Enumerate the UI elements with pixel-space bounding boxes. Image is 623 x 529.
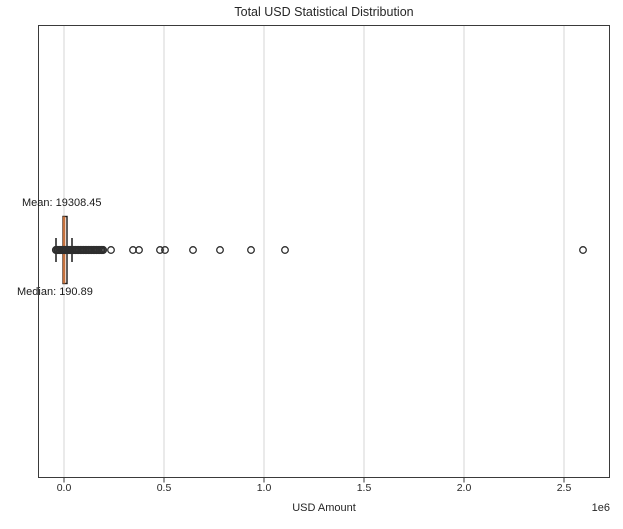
x-tick-labels: 0.0 0.5 1.0 1.5 2.0 2.5 bbox=[0, 482, 623, 496]
outlier-circle bbox=[579, 246, 587, 254]
outlier-circle bbox=[107, 246, 115, 254]
outlier-circle bbox=[247, 246, 255, 254]
plot-canvas bbox=[38, 25, 610, 483]
outlier-circle bbox=[156, 246, 164, 254]
x-tick-label: 2.0 bbox=[456, 482, 472, 494]
outlier-circle bbox=[281, 246, 289, 254]
outlier-circle bbox=[216, 246, 224, 254]
x-axis-label: USD Amount bbox=[292, 502, 356, 514]
outlier-circle bbox=[189, 246, 197, 254]
outlier-circle bbox=[161, 246, 169, 254]
x-tick-label: 1.0 bbox=[256, 482, 272, 494]
x-axis-offset-text: 1e6 bbox=[591, 502, 610, 514]
outlier-circle bbox=[98, 245, 108, 255]
mean-annotation: Mean: 19308.45 bbox=[22, 197, 102, 209]
x-tick-label: 0.0 bbox=[56, 482, 72, 494]
plot-frame bbox=[38, 25, 610, 478]
x-tick-label: 0.5 bbox=[156, 482, 172, 494]
x-tick-label: 2.5 bbox=[556, 482, 572, 494]
median-annotation: Median: 190.89 bbox=[17, 286, 93, 298]
outlier-circle bbox=[135, 246, 143, 254]
chart-title: Total USD Statistical Distribution bbox=[234, 5, 414, 19]
x-tick-label: 1.5 bbox=[356, 482, 372, 494]
